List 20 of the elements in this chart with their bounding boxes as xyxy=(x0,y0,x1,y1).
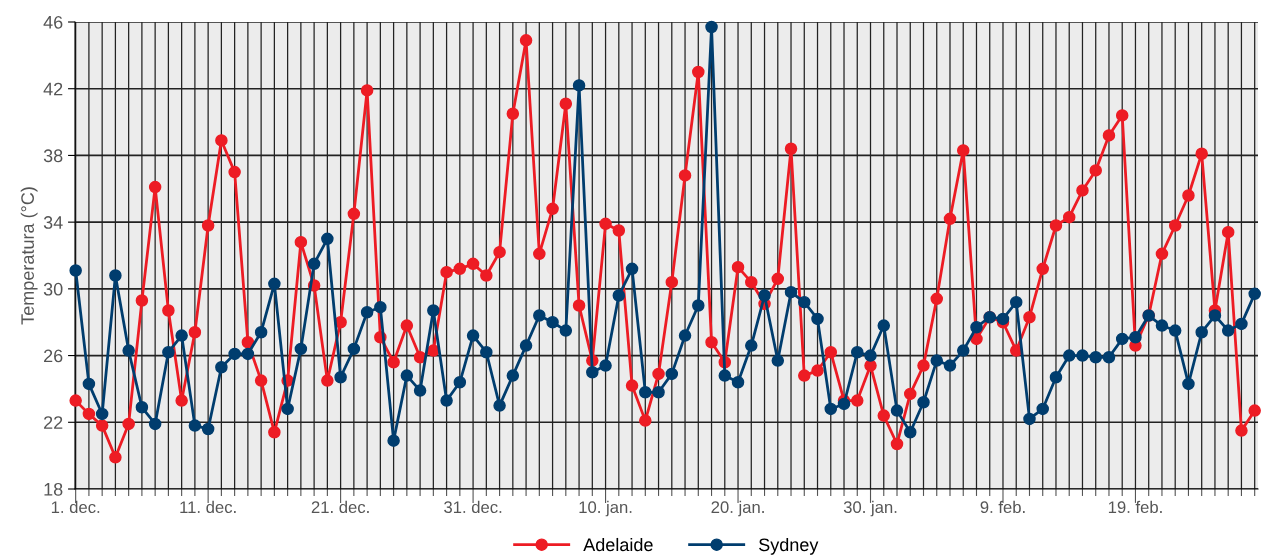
y-tick-label: 18 xyxy=(44,482,63,496)
y-tick-label: 46 xyxy=(43,15,63,29)
y-axis-title: Temperatura (°C) xyxy=(20,187,38,325)
y-tick-label: 26 xyxy=(44,349,63,363)
y-tick-label: 42 xyxy=(43,82,63,96)
x-tick-label: 21. dec. xyxy=(311,500,369,514)
x-tick-label: 11. dec. xyxy=(180,500,236,514)
y-tick-label: 30 xyxy=(43,282,63,296)
x-tick-label: 9. feb. xyxy=(980,500,1025,514)
x-tick-label: 19. feb. xyxy=(1108,500,1162,514)
x-tick-label: 1. dec. xyxy=(51,500,100,514)
legend-label: Sydney xyxy=(759,537,819,555)
y-tick-label: 38 xyxy=(43,149,63,163)
x-tick-label: 10. jan. xyxy=(579,500,632,517)
x-tick-label: 31. dec. xyxy=(444,500,502,514)
y-tick-label: 22 xyxy=(44,416,63,429)
y-tick-label: 34 xyxy=(43,216,63,229)
x-tick-label: 30. jan. xyxy=(843,500,897,517)
x-tick-label: 20. jan. xyxy=(711,500,764,517)
legend-label: Adelaide xyxy=(583,537,653,552)
